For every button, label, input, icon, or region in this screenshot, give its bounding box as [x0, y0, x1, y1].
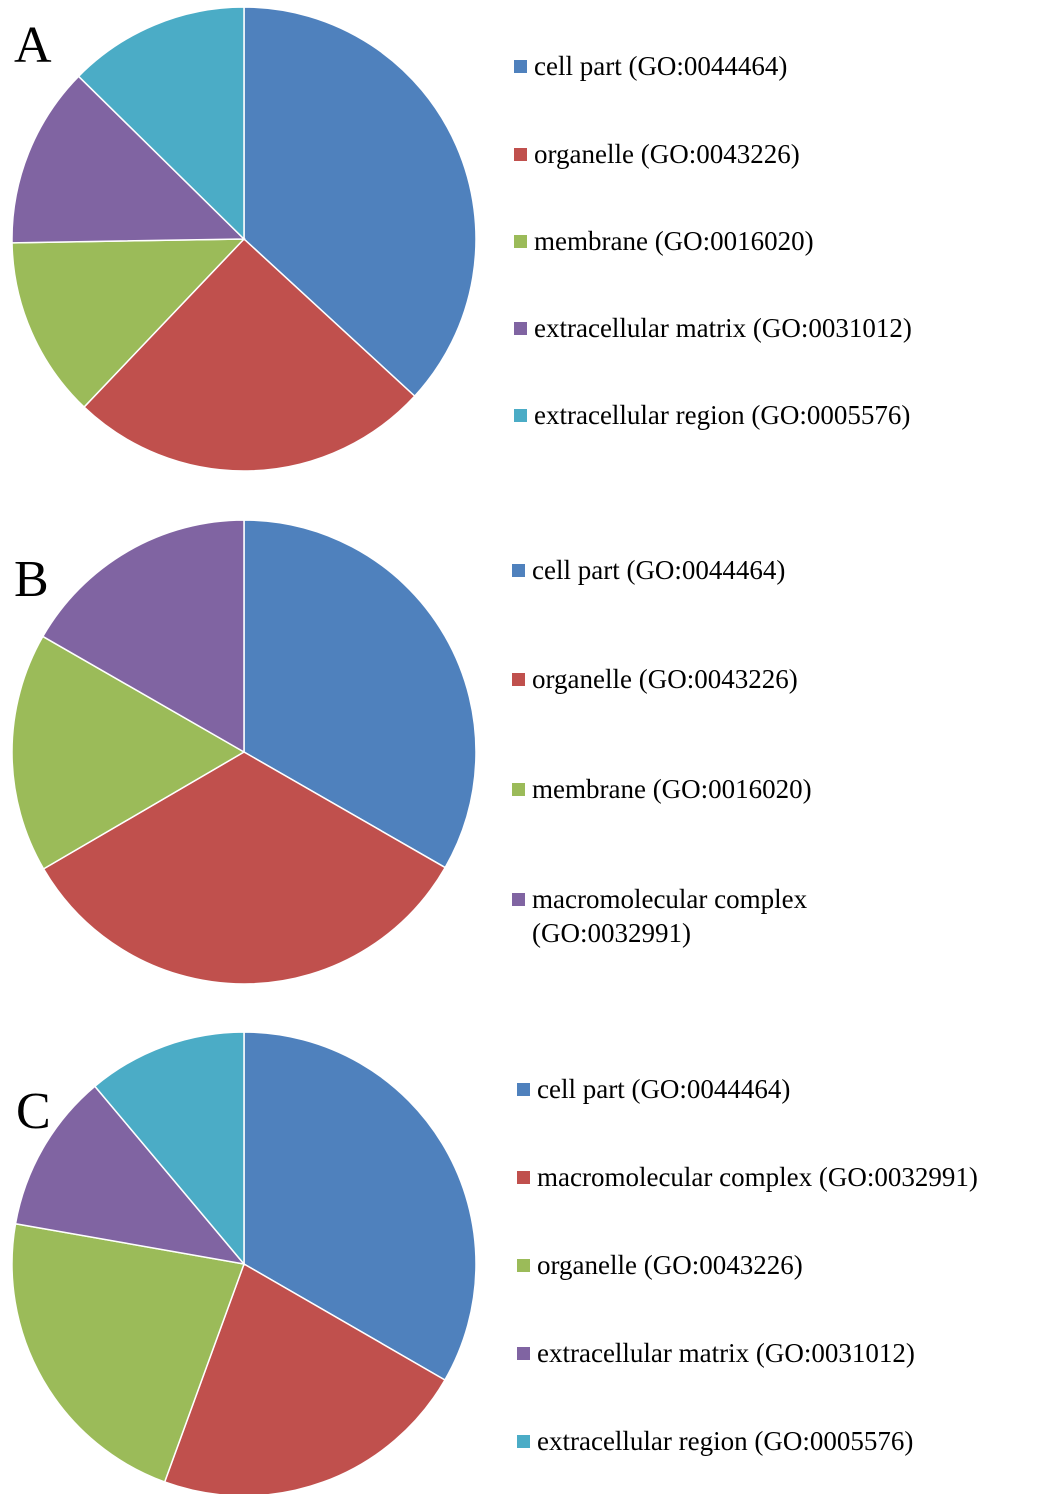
legend-item: organelle (GO:0043226): [517, 1248, 803, 1282]
legend-swatch: [517, 1171, 530, 1184]
legend-item: membrane (GO:0016020): [514, 224, 814, 258]
legend-label: extracellular region (GO:0005576): [537, 1426, 914, 1456]
legend-label: organelle (GO:0043226): [534, 139, 800, 169]
legend-label: macromolecular complex (GO:0032991): [532, 884, 808, 948]
legend-swatch: [512, 564, 525, 577]
legend-label: organelle (GO:0043226): [537, 1250, 803, 1280]
chart-panel-a: A cell part (GO:0044464) organelle (GO:0…: [0, 0, 1040, 480]
legend-label: cell part (GO:0044464): [534, 51, 788, 81]
legend-item: organelle (GO:0043226): [512, 662, 798, 696]
legend-swatch: [514, 60, 527, 73]
legend-label: cell part (GO:0044464): [532, 555, 786, 585]
legend-label: macromolecular complex (GO:0032991): [537, 1162, 978, 1192]
pie-slice: [243, 519, 477, 869]
legend-label: extracellular region (GO:0005576): [534, 400, 911, 430]
legend-swatch: [514, 148, 527, 161]
pie-slice: [243, 1031, 477, 1382]
legend-label: extracellular matrix (GO:0031012): [537, 1338, 915, 1368]
legend-swatch: [512, 783, 525, 796]
pie-slice: [42, 751, 447, 985]
pie-slice: [11, 1222, 246, 1483]
legend-item: extracellular matrix (GO:0031012): [514, 311, 912, 345]
pie-chart: [11, 519, 477, 985]
legend-label: membrane (GO:0016020): [534, 226, 814, 256]
legend-item: cell part (GO:0044464): [514, 49, 787, 83]
chart-panel-c: C cell part (GO:0044464) macromolecular …: [0, 1024, 1040, 1494]
pie-slice: [83, 237, 416, 472]
legend-label: cell part (GO:0044464): [537, 1074, 791, 1104]
legend-swatch: [514, 409, 527, 422]
legend-swatch: [514, 322, 527, 335]
pie-slice: [11, 635, 246, 870]
pie-slice: [14, 1085, 246, 1266]
legend-item: macromolecular complex (GO:0032991): [517, 1160, 978, 1194]
legend-swatch: [514, 235, 527, 248]
pie-slice: [77, 6, 245, 241]
legend-label: extracellular matrix (GO:0031012): [534, 313, 912, 343]
pie-slice: [11, 75, 246, 244]
pie-chart: [11, 1031, 477, 1494]
legend-swatch: [517, 1259, 530, 1272]
legend-item: extracellular region (GO:0005576): [514, 398, 910, 432]
pie-slice: [163, 1262, 446, 1494]
pie-chart: [11, 6, 477, 472]
legend-swatch: [512, 673, 525, 686]
panel-label: A: [14, 17, 52, 74]
panel-label: C: [16, 1083, 51, 1140]
legend-item: macromolecular complex (GO:0032991): [512, 882, 852, 950]
pie-slice: [93, 1031, 245, 1267]
legend-swatch: [517, 1347, 530, 1360]
legend-label: membrane (GO:0016020): [532, 774, 812, 804]
pie-slice: [41, 519, 245, 754]
legend-item: extracellular region (GO:0005576): [517, 1424, 913, 1458]
legend-swatch: [512, 893, 525, 906]
legend-swatch: [517, 1435, 530, 1448]
legend-swatch: [517, 1083, 530, 1096]
legend-item: cell part (GO:0044464): [512, 553, 785, 587]
panel-label: B: [14, 551, 49, 608]
chart-panel-b: B cell part (GO:0044464) organelle (GO:0…: [0, 512, 1040, 992]
pie-slice: [243, 6, 477, 398]
legend-item: organelle (GO:0043226): [514, 137, 800, 171]
legend-item: cell part (GO:0044464): [517, 1072, 790, 1106]
legend-label: organelle (GO:0043226): [532, 664, 798, 694]
legend-item: membrane (GO:0016020): [512, 772, 812, 806]
legend-item: extracellular matrix (GO:0031012): [517, 1336, 915, 1370]
pie-slice: [11, 238, 246, 409]
